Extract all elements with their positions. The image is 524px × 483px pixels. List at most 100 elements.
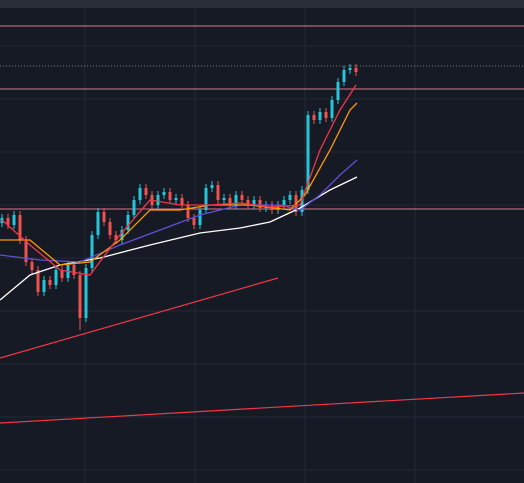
- candle-body: [330, 100, 334, 118]
- candle: [312, 111, 316, 124]
- candle-body: [192, 218, 196, 225]
- candle: [204, 184, 208, 214]
- moving-average: [0, 102, 358, 266]
- candle-body: [204, 188, 208, 210]
- candle: [84, 264, 88, 322]
- trend-line: [0, 392, 524, 424]
- candle: [126, 211, 130, 234]
- candle: [210, 181, 214, 192]
- candle-body: [246, 200, 250, 205]
- candle-body: [306, 115, 310, 190]
- candle: [168, 188, 172, 204]
- candle-body: [318, 112, 322, 120]
- candle-body: [102, 212, 106, 222]
- candle-body: [186, 205, 190, 218]
- candle: [90, 231, 94, 272]
- candle: [246, 196, 250, 209]
- candle: [156, 191, 160, 209]
- candle: [114, 231, 118, 244]
- candle: [48, 276, 52, 289]
- plot-background: [0, 8, 524, 483]
- candle-body: [234, 195, 238, 205]
- candle: [288, 191, 292, 204]
- candle: [42, 276, 46, 296]
- candle: [174, 194, 178, 204]
- candle: [198, 206, 202, 229]
- candle: [132, 196, 136, 219]
- candle: [348, 64, 352, 74]
- candle: [36, 266, 40, 296]
- candle-body: [324, 112, 328, 118]
- moving-average: [0, 159, 358, 263]
- candle: [354, 64, 358, 76]
- trend-line: [0, 277, 279, 359]
- candle-body: [180, 198, 184, 205]
- candle: [120, 226, 124, 244]
- candle-body: [222, 198, 226, 200]
- candle-body: [24, 240, 28, 262]
- candle-body: [42, 280, 46, 292]
- candle-body: [336, 82, 340, 100]
- candle-body: [36, 270, 40, 292]
- candle-body: [78, 275, 82, 318]
- candle-body: [282, 200, 286, 205]
- candle: [180, 194, 184, 209]
- candle-body: [228, 198, 232, 205]
- top-bar: [0, 0, 524, 8]
- candle-body: [258, 200, 262, 208]
- candle-body: [168, 192, 172, 200]
- candle-body: [348, 68, 352, 70]
- candle-body: [120, 230, 124, 240]
- candle-body: [6, 218, 10, 225]
- candle-body: [288, 195, 292, 200]
- candle-body: [354, 68, 358, 72]
- candle-body: [108, 222, 112, 235]
- candle-body: [138, 188, 142, 200]
- candle-body: [210, 185, 214, 188]
- candle-body: [114, 235, 118, 240]
- candle-body: [96, 212, 100, 235]
- candle-body: [60, 270, 64, 278]
- candle: [324, 108, 328, 122]
- candle: [162, 188, 166, 199]
- candle: [12, 211, 16, 229]
- candle-body: [174, 198, 178, 200]
- candle-body: [54, 270, 58, 285]
- candle: [96, 208, 100, 239]
- candle-body: [18, 215, 22, 240]
- candle: [258, 196, 262, 212]
- candle: [222, 194, 226, 204]
- candle: [18, 211, 22, 244]
- candle: [78, 271, 82, 330]
- candle-body: [132, 200, 136, 215]
- candle: [192, 214, 196, 229]
- candle-body: [312, 115, 316, 120]
- candle-body: [30, 262, 34, 270]
- candle: [336, 78, 340, 104]
- candle: [216, 181, 220, 204]
- candle: [138, 184, 142, 204]
- candle: [60, 266, 64, 282]
- candle-body: [252, 200, 256, 205]
- candle: [318, 108, 322, 124]
- candle: [144, 184, 148, 199]
- candle-body: [156, 195, 160, 205]
- candle: [282, 196, 286, 209]
- candle-body: [72, 265, 76, 275]
- candle: [228, 194, 232, 209]
- candle: [330, 96, 334, 122]
- candle-body: [342, 70, 346, 82]
- candle-body: [198, 210, 202, 225]
- moving-average: [1, 84, 357, 276]
- candle: [252, 196, 256, 209]
- candle: [6, 214, 10, 229]
- candle-body: [240, 195, 244, 200]
- candle-body: [276, 205, 280, 210]
- candle-body: [216, 185, 220, 200]
- candle: [276, 201, 280, 214]
- candle: [240, 191, 244, 204]
- candle-body: [162, 192, 166, 195]
- candle-body: [90, 235, 94, 268]
